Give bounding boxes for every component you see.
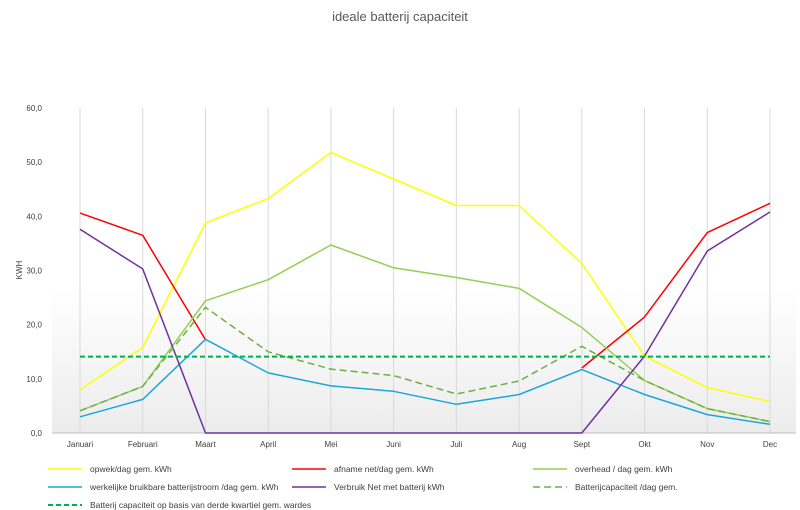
legend-swatch bbox=[533, 482, 567, 492]
legend-item: Batterij capaciteit op basis van derde k… bbox=[48, 500, 311, 510]
y-axis-label: KWH bbox=[15, 260, 24, 279]
legend-item: werkelijke bruikbare batterijstroom /dag… bbox=[48, 482, 279, 492]
chart-title: ideale batterij capaciteit bbox=[332, 9, 468, 24]
x-tick-label: Februari bbox=[128, 440, 158, 449]
x-tick-label: Mei bbox=[324, 440, 337, 449]
legend-swatch bbox=[292, 482, 326, 492]
y-tick-label: 0,0 bbox=[31, 429, 43, 438]
x-tick-labels: Januari Februari Maart April Mei Juni Juli Aug S… bbox=[67, 440, 777, 449]
chart-area: ideale batterij capaciteit KWH 0,0 10,0 20… bbox=[15, 9, 796, 449]
legend-label: Verbruik Net met batterij kWh bbox=[334, 482, 445, 492]
series-line bbox=[581, 202, 771, 369]
x-tick-label: Sept bbox=[574, 440, 591, 449]
series-line bbox=[79, 211, 771, 434]
legend-label: Batterij capaciteit op basis van derde k… bbox=[90, 500, 312, 510]
legend-label: werkelijke bruikbare batterijstroom /dag… bbox=[90, 482, 279, 492]
legend-swatch bbox=[533, 464, 567, 474]
series-line bbox=[79, 244, 771, 423]
legend-item: opwek/dag gem. kWh bbox=[48, 464, 172, 474]
series-line bbox=[79, 338, 771, 426]
y-tick-label: 10,0 bbox=[26, 375, 42, 384]
y-tick-label: 40,0 bbox=[26, 212, 42, 221]
legend-label: opwek/dag gem. kWh bbox=[90, 464, 172, 474]
y-tick-label: 30,0 bbox=[26, 267, 42, 276]
legend-label: overhead / dag gem. kWh bbox=[575, 464, 673, 474]
legend-item: Verbruik Net met batterij kWh bbox=[292, 482, 445, 492]
legend: opwek/dag gem. kWh afname net/dag gem. kW… bbox=[0, 458, 800, 510]
x-tick-label: Aug bbox=[512, 440, 526, 449]
legend-label: afname net/dag gem. kWh bbox=[334, 464, 434, 474]
y-tick-label: 60,0 bbox=[26, 104, 42, 113]
x-tick-label: Januari bbox=[67, 440, 93, 449]
y-tick-labels: 0,0 10,0 20,0 30,0 40,0 50,0 60,0 bbox=[26, 104, 42, 438]
x-tick-label: Dec bbox=[763, 440, 777, 449]
y-tick-label: 50,0 bbox=[26, 158, 42, 167]
x-tick-label: Juli bbox=[450, 440, 462, 449]
legend-item: afname net/dag gem. kWh bbox=[292, 464, 434, 474]
x-tick-label: Juni bbox=[386, 440, 401, 449]
x-tick-label: Nov bbox=[700, 440, 714, 449]
x-tick-label: Maart bbox=[195, 440, 216, 449]
legend-item: overhead / dag gem. kWh bbox=[533, 464, 672, 474]
legend-swatch bbox=[48, 464, 82, 474]
legend-label: Batterijcapaciteit /dag gem. bbox=[575, 482, 678, 492]
series-line bbox=[79, 151, 771, 403]
legend-swatch bbox=[48, 482, 82, 492]
legend-swatch bbox=[292, 464, 326, 474]
series-line bbox=[79, 212, 207, 341]
series-lines bbox=[79, 151, 771, 434]
legend-item: Batterijcapaciteit /dag gem. bbox=[533, 482, 678, 492]
x-tick-label: April bbox=[260, 440, 276, 449]
y-tick-label: 20,0 bbox=[26, 321, 42, 330]
x-tick-label: Okt bbox=[638, 440, 651, 449]
legend-swatch bbox=[48, 500, 82, 510]
plot-background bbox=[52, 108, 796, 433]
